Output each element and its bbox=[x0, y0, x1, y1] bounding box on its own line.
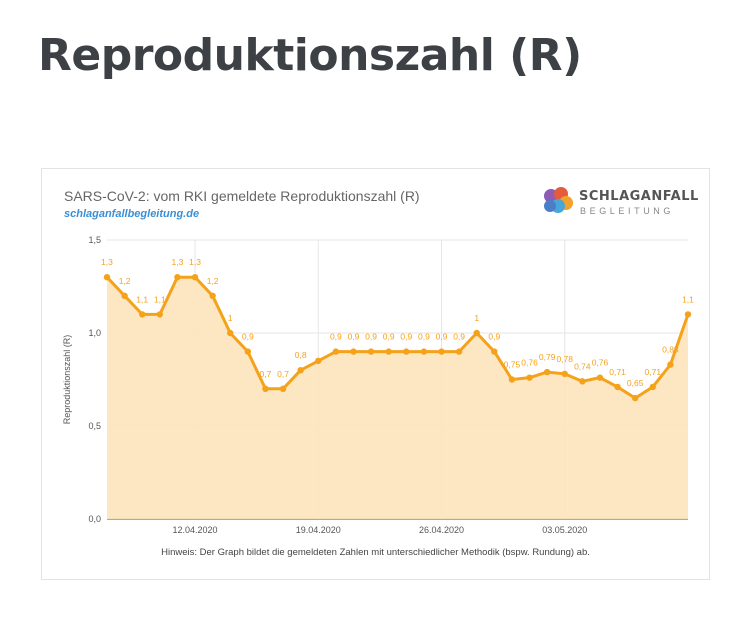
data-point bbox=[596, 374, 604, 381]
chart-title: SARS-CoV-2: vom RKI gemeldete Reprodukti… bbox=[64, 188, 420, 204]
data-point bbox=[139, 311, 146, 318]
data-label: 1,3 bbox=[101, 257, 113, 267]
x-tick-label: 12.04.2020 bbox=[173, 525, 218, 535]
data-label: 1 bbox=[474, 313, 479, 323]
data-point bbox=[543, 368, 551, 376]
data-point bbox=[350, 348, 357, 355]
data-label: 1,1 bbox=[154, 294, 166, 304]
data-label: 0,9 bbox=[348, 332, 360, 342]
data-point bbox=[438, 348, 445, 355]
data-point bbox=[403, 348, 410, 355]
data-point bbox=[614, 383, 621, 391]
data-label: 0,9 bbox=[242, 332, 254, 342]
data-point bbox=[491, 348, 498, 355]
data-label: 0,65 bbox=[627, 378, 644, 388]
data-label: 0,76 bbox=[521, 358, 538, 368]
page-title: Reproduktionszahl (R) bbox=[38, 30, 582, 81]
data-label: 0,78 bbox=[556, 354, 573, 364]
data-point bbox=[508, 376, 516, 383]
data-point bbox=[297, 367, 304, 374]
data-label: 0,8 bbox=[295, 350, 307, 360]
brain-icon bbox=[544, 187, 573, 213]
data-point bbox=[684, 311, 692, 318]
data-point bbox=[244, 348, 252, 355]
data-label: 0,9 bbox=[436, 332, 448, 342]
data-point bbox=[420, 348, 428, 355]
chart-footnote: Hinweis: Der Graph bildet die gemeldeten… bbox=[161, 547, 590, 558]
data-point bbox=[385, 348, 392, 355]
data-point bbox=[579, 378, 586, 385]
brand-logo: SCHLAGANFALL BEGLEITUNG bbox=[541, 185, 698, 219]
data-label: 0,7 bbox=[260, 369, 272, 379]
data-label: 1,3 bbox=[172, 257, 184, 267]
data-label: 0,9 bbox=[488, 332, 500, 342]
logo-text-top: SCHLAGANFALL bbox=[579, 189, 699, 204]
data-point bbox=[262, 385, 269, 392]
data-label: 0,9 bbox=[383, 332, 395, 342]
data-point bbox=[227, 329, 234, 337]
data-label: 0,9 bbox=[453, 332, 465, 342]
data-label: 1,1 bbox=[136, 294, 148, 304]
data-point bbox=[191, 274, 199, 281]
x-tick-label: 19.04.2020 bbox=[296, 525, 341, 535]
data-label: 0,79 bbox=[539, 352, 556, 362]
data-label: 1 bbox=[228, 313, 233, 323]
y-tick-label: 1,0 bbox=[88, 328, 101, 338]
data-point bbox=[526, 374, 533, 381]
data-label: 1,1 bbox=[682, 294, 694, 304]
data-point bbox=[473, 329, 480, 337]
data-point bbox=[103, 274, 111, 281]
data-label: 0,75 bbox=[504, 360, 521, 370]
data-point bbox=[279, 385, 287, 392]
data-label: 0,71 bbox=[609, 367, 626, 377]
data-label: 1,3 bbox=[189, 257, 201, 267]
data-label: 1,2 bbox=[119, 276, 131, 286]
data-label: 0,76 bbox=[592, 358, 609, 368]
data-point bbox=[156, 311, 164, 318]
data-point bbox=[649, 383, 656, 391]
reproduction-number-chart: 1,3 1,2 1,1 1,1 1,3 1,3 1,2 1 0,9 0,7 0,7 0,8 0,9 0,9… bbox=[62, 235, 694, 535]
data-point bbox=[315, 357, 322, 365]
series-line bbox=[105, 275, 690, 400]
data-label: 0,9 bbox=[330, 332, 342, 342]
y-tick-label: 0,5 bbox=[88, 421, 101, 431]
data-label: 0,7 bbox=[277, 369, 289, 379]
y-tick-label: 1,5 bbox=[88, 235, 101, 245]
data-point bbox=[455, 348, 463, 355]
data-label: 0,83 bbox=[662, 345, 679, 355]
data-point bbox=[209, 292, 216, 299]
chart-card: SARS-CoV-2: vom RKI gemeldete Reprodukti… bbox=[41, 168, 710, 580]
data-point bbox=[121, 292, 128, 299]
data-label: 1,2 bbox=[207, 276, 219, 286]
data-point bbox=[631, 394, 639, 402]
data-point bbox=[561, 370, 568, 378]
data-point bbox=[332, 348, 340, 355]
y-axis-label: Reproduktionszahl (R) bbox=[62, 335, 72, 425]
data-label: 0,9 bbox=[418, 332, 430, 342]
data-label: 0,9 bbox=[365, 332, 377, 342]
data-point bbox=[667, 361, 674, 368]
x-tick-label: 26.04.2020 bbox=[419, 525, 464, 535]
x-tick-label: 03.05.2020 bbox=[542, 525, 587, 535]
logo-text-bottom: BEGLEITUNG bbox=[580, 206, 675, 216]
data-point bbox=[367, 348, 375, 355]
data-point bbox=[174, 274, 181, 281]
chart-source-link[interactable]: schlaganfallbegleitung.de bbox=[64, 208, 200, 220]
series-area bbox=[107, 277, 688, 519]
y-tick-label: 0,0 bbox=[88, 514, 101, 524]
data-label: 0,9 bbox=[400, 332, 412, 342]
data-label: 0,74 bbox=[574, 361, 591, 371]
data-label: 0,71 bbox=[645, 367, 662, 377]
